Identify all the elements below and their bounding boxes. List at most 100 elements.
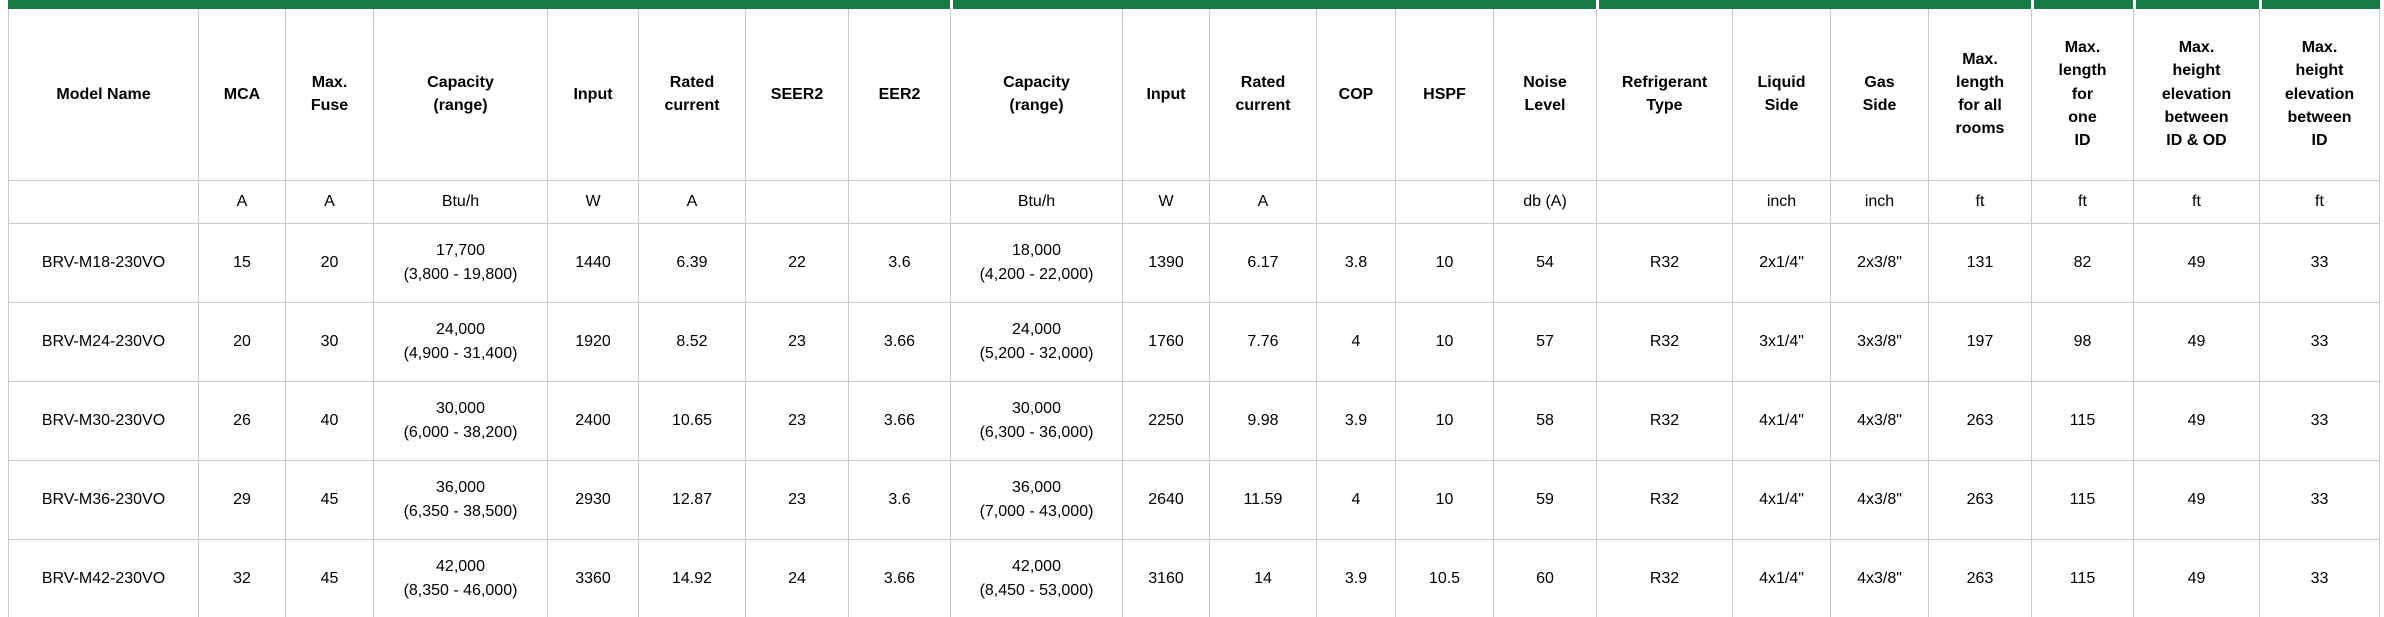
- col-header-eer2: EER2: [848, 9, 951, 181]
- table-cell: 23: [745, 380, 849, 461]
- table-cell: 10: [1395, 222, 1494, 303]
- table-cell: 36,000 (7,000 - 43,000): [950, 459, 1123, 540]
- table-cell: 3x3/8": [1830, 301, 1929, 382]
- table-cell: 3360: [547, 538, 639, 617]
- green-bar-gap: [1596, 0, 1599, 9]
- col-header-max-length-all-rooms: Max. length for all rooms: [1928, 9, 2032, 181]
- table-cell: 1760: [1122, 301, 1210, 382]
- table-cell: 3.6: [848, 459, 951, 540]
- table-cell: 10: [1395, 459, 1494, 540]
- table-cell: 1920: [547, 301, 639, 382]
- model-name-cell: BRV-M30-230VO: [8, 380, 199, 461]
- green-bar-gap: [950, 0, 953, 9]
- table-cell: 8.52: [638, 301, 746, 382]
- table-cell: 23: [745, 459, 849, 540]
- col-header-noise-level: Noise Level: [1493, 9, 1597, 181]
- table-cell: 33: [2259, 459, 2380, 540]
- green-bar-gap: [2133, 0, 2136, 9]
- col-header-capacity-heating: Capacity (range): [950, 9, 1123, 181]
- unit-eer2: [848, 179, 951, 224]
- table-cell: 98: [2031, 301, 2134, 382]
- unit-rated-current-cooling: A: [638, 179, 746, 224]
- col-header-max-length-one-id: Max. length for one ID: [2031, 9, 2134, 181]
- table-cell: 24,000 (5,200 - 32,000): [950, 301, 1123, 382]
- table-cell: 4x1/4": [1732, 459, 1831, 540]
- unit-mca: A: [198, 179, 286, 224]
- table-cell: 6.39: [638, 222, 746, 303]
- table-cell: 26: [198, 380, 286, 461]
- table-cell: 4x1/4": [1732, 380, 1831, 461]
- table-cell: 4: [1316, 301, 1396, 382]
- unit-seer2: [745, 179, 849, 224]
- table-cell: 30: [285, 301, 374, 382]
- table-cell: 3.9: [1316, 380, 1396, 461]
- table-cell: 4: [1316, 459, 1396, 540]
- green-bar-gap: [2259, 0, 2262, 9]
- table-cell: R32: [1596, 222, 1733, 303]
- table-cell: 11.59: [1209, 459, 1317, 540]
- table-cell: 54: [1493, 222, 1597, 303]
- unit-input-cooling: W: [547, 179, 639, 224]
- col-header-max-fuse: Max. Fuse: [285, 9, 374, 181]
- table-cell: 42,000 (8,350 - 46,000): [373, 538, 548, 617]
- table-cell: R32: [1596, 301, 1733, 382]
- table-cell: 33: [2259, 222, 2380, 303]
- col-header-max-height-id-od: Max. height elevation between ID & OD: [2133, 9, 2260, 181]
- table-cell: 2640: [1122, 459, 1210, 540]
- table-cell: 263: [1928, 380, 2032, 461]
- table-cell: 3.6: [848, 222, 951, 303]
- table-cell: 32: [198, 538, 286, 617]
- table-cell: 6.17: [1209, 222, 1317, 303]
- unit-capacity-heating: Btu/h: [950, 179, 1123, 224]
- table-cell: 33: [2259, 538, 2380, 617]
- table-row: BRV-M30-230VO 26 40 30,000 (6,000 - 38,2…: [8, 380, 2380, 461]
- table-cell: 1440: [547, 222, 639, 303]
- header-row: Model Name MCA Max. Fuse Capacity (range…: [8, 9, 2380, 181]
- col-header-input-heating: Input: [1122, 9, 1210, 181]
- table-cell: 18,000 (4,200 - 22,000): [950, 222, 1123, 303]
- table-cell: 45: [285, 459, 374, 540]
- table-cell: 24: [745, 538, 849, 617]
- col-header-hspf: HSPF: [1395, 9, 1494, 181]
- table-cell: 20: [285, 222, 374, 303]
- table-cell: 263: [1928, 538, 2032, 617]
- units-row: A A Btu/h W A Btu/h W A db (A) inch inch…: [8, 179, 2380, 224]
- table-cell: 33: [2259, 301, 2380, 382]
- table-cell: 60: [1493, 538, 1597, 617]
- col-header-capacity-cooling: Capacity (range): [373, 9, 548, 181]
- table-cell: 14: [1209, 538, 1317, 617]
- product-spec-table: Model Name MCA Max. Fuse Capacity (range…: [8, 9, 2380, 617]
- table-cell: R32: [1596, 380, 1733, 461]
- table-cell: 49: [2133, 538, 2260, 617]
- unit-max-fuse: A: [285, 179, 374, 224]
- table-cell: 49: [2133, 380, 2260, 461]
- model-name-cell: BRV-M18-230VO: [8, 222, 199, 303]
- table-cell: 115: [2031, 459, 2134, 540]
- green-top-bar: [8, 0, 2380, 9]
- table-cell: 10: [1395, 380, 1494, 461]
- table-cell: 22: [745, 222, 849, 303]
- col-header-gas-side: Gas Side: [1830, 9, 1929, 181]
- col-header-rated-current-cooling: Rated current: [638, 9, 746, 181]
- table-row: BRV-M42-230VO 32 45 42,000 (8,350 - 46,0…: [8, 538, 2380, 617]
- table-cell: 115: [2031, 380, 2134, 461]
- table-cell: 15: [198, 222, 286, 303]
- table-cell: 42,000 (8,450 - 53,000): [950, 538, 1123, 617]
- table-cell: 115: [2031, 538, 2134, 617]
- col-header-liquid-side: Liquid Side: [1732, 9, 1831, 181]
- table-cell: 131: [1928, 222, 2032, 303]
- table-cell: 10.65: [638, 380, 746, 461]
- unit-max-length-one-id: ft: [2031, 179, 2134, 224]
- table-cell: 23: [745, 301, 849, 382]
- col-header-seer2: SEER2: [745, 9, 849, 181]
- unit-capacity-cooling: Btu/h: [373, 179, 548, 224]
- table-cell: 4x3/8": [1830, 538, 1929, 617]
- table-cell: 2930: [547, 459, 639, 540]
- unit-rated-current-heating: A: [1209, 179, 1317, 224]
- unit-cop: [1316, 179, 1396, 224]
- table-cell: 4x1/4": [1732, 538, 1831, 617]
- unit-max-height-id-od: ft: [2133, 179, 2260, 224]
- table-cell: 263: [1928, 459, 2032, 540]
- col-header-mca: MCA: [198, 9, 286, 181]
